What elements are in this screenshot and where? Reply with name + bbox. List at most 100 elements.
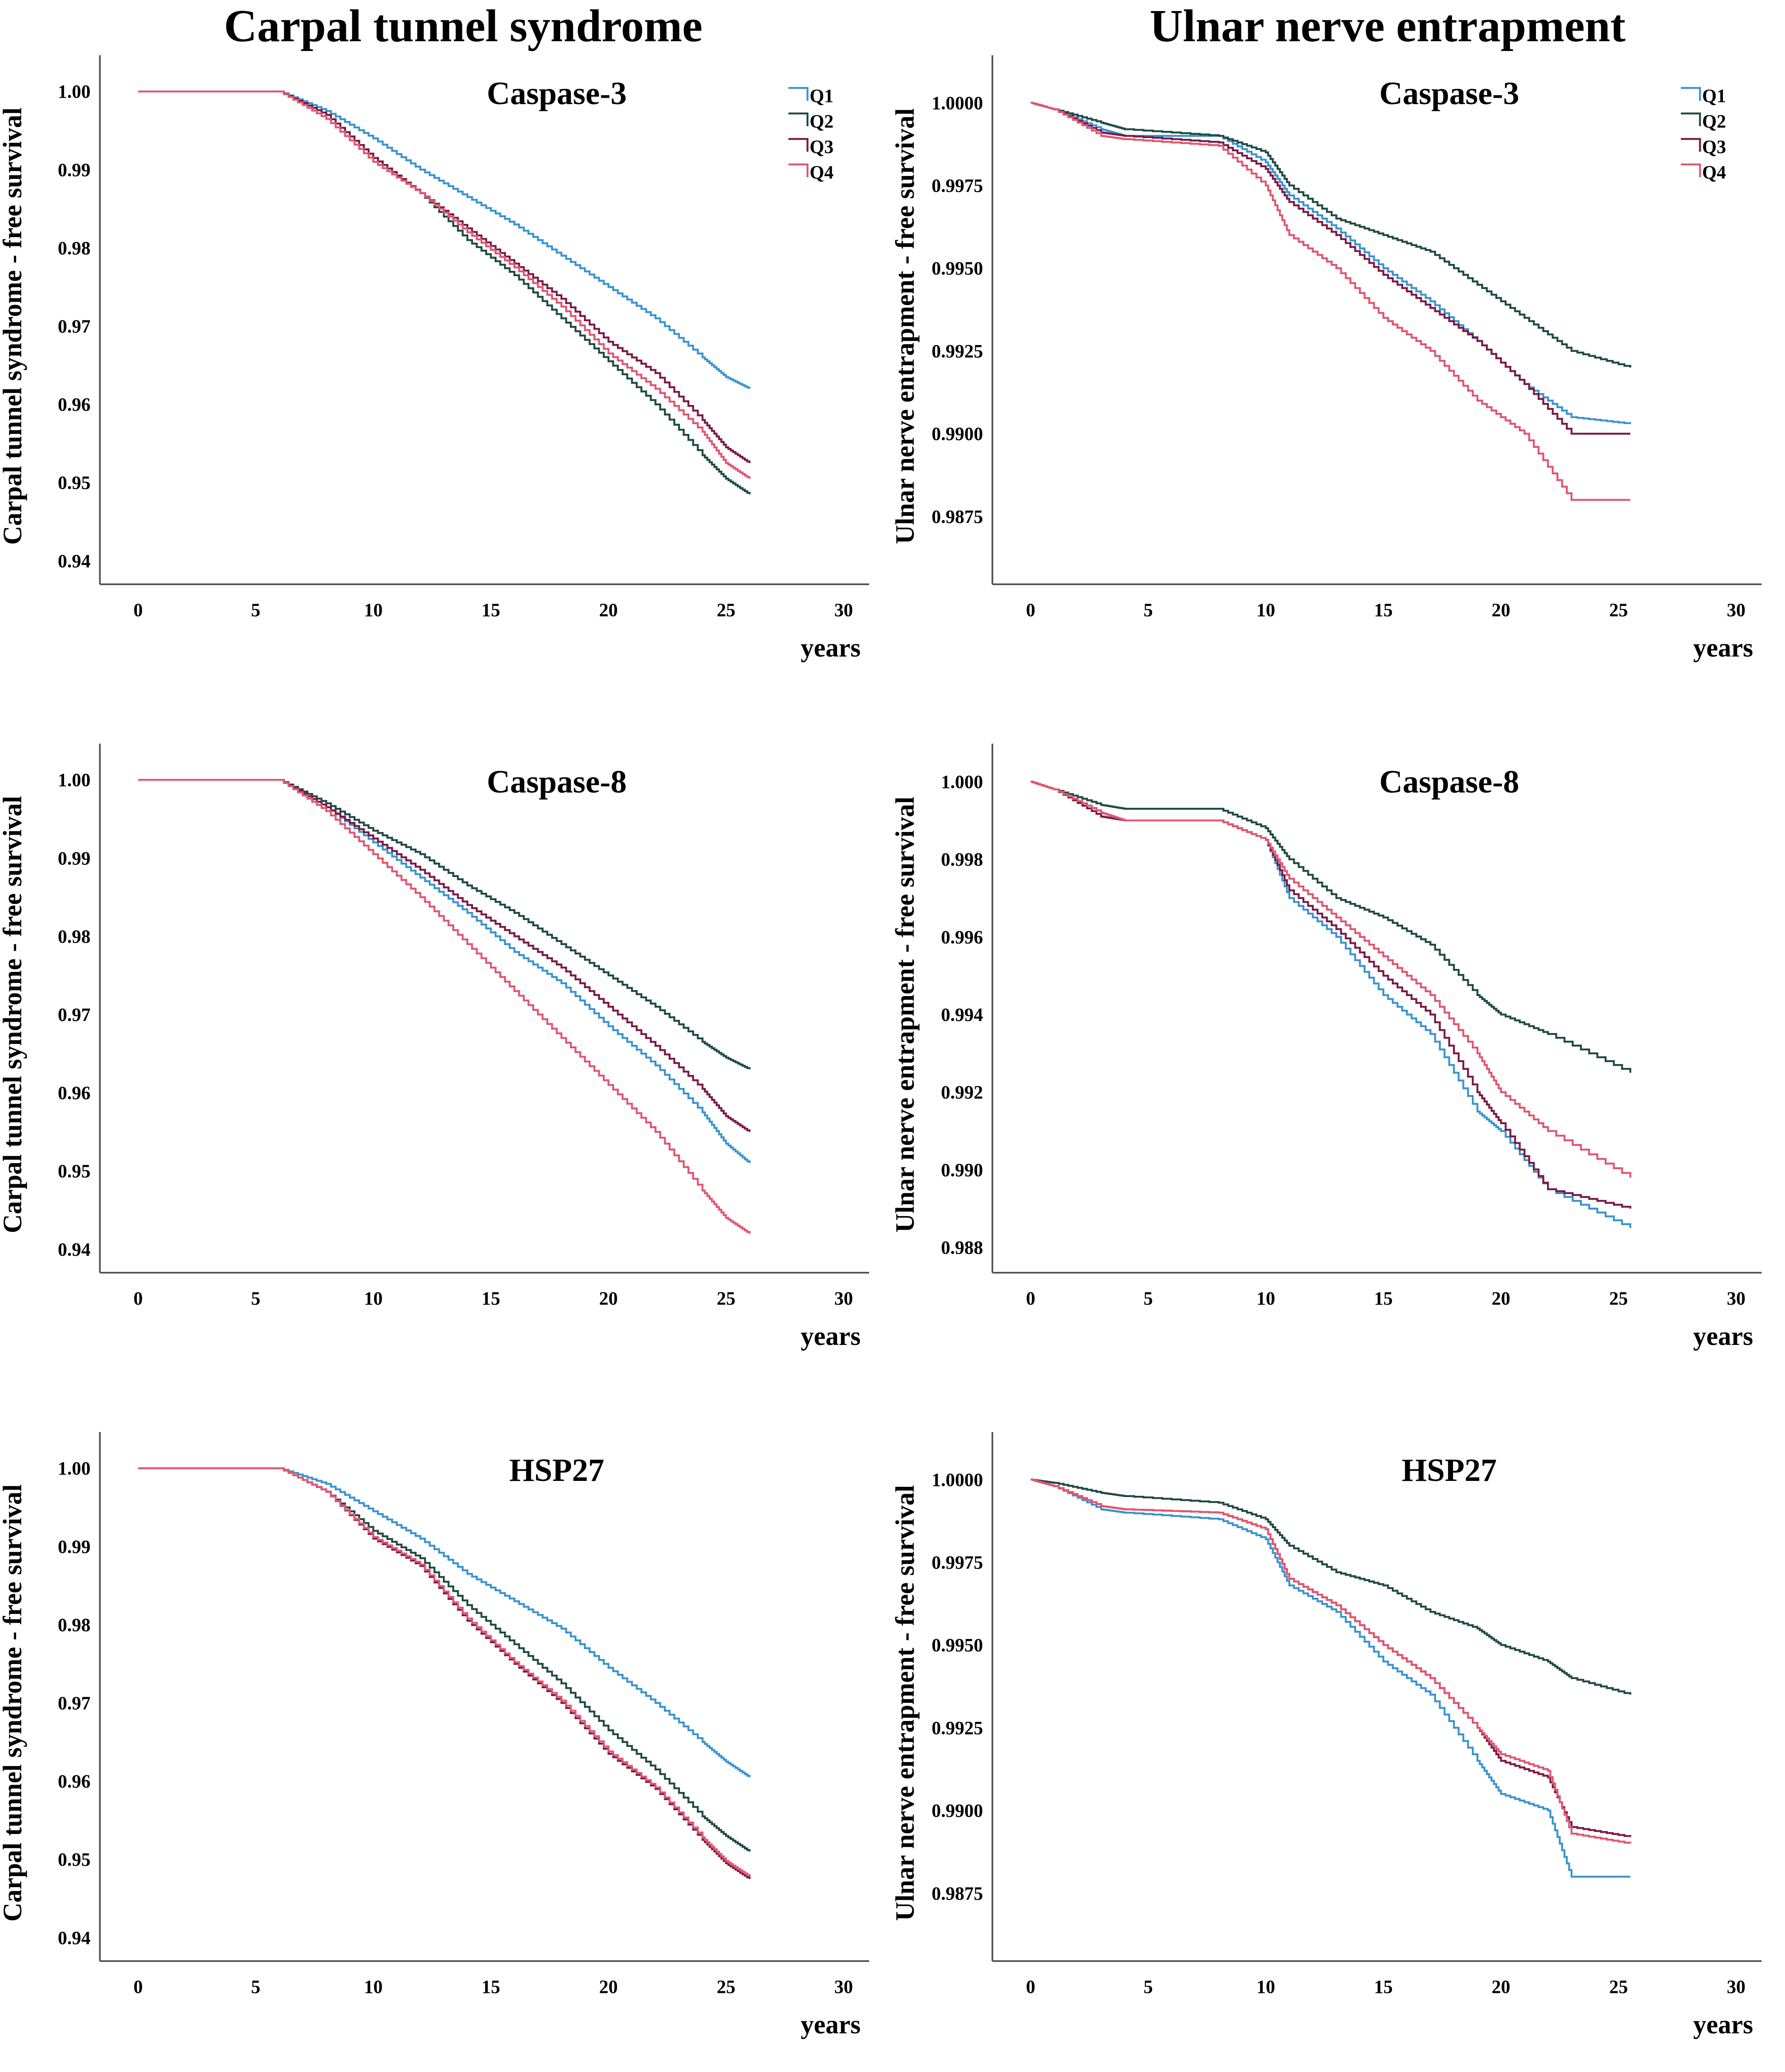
y-tick-label: 0.99 (58, 848, 91, 869)
y-tick-label: 0.97 (58, 1005, 91, 1025)
legend-label: Q1 (810, 85, 833, 106)
x-tick-label: 30 (834, 1288, 853, 1309)
series-line-q4 (138, 1467, 751, 1877)
y-axis-label: Carpal tunnel syndrome - free survival (0, 108, 27, 545)
x-tick-label: 30 (1727, 1976, 1745, 1997)
legend-label: Q1 (1702, 85, 1726, 106)
series-line-q1 (138, 1467, 751, 1778)
panel-carpal-caspase3: 0 5 10 15 20 25 30 1.00 0.99 0.98 0.97 0.96 0.95 0.94… (0, 55, 869, 662)
x-tick-label: 0 (1026, 1976, 1035, 1997)
legend-item-q3: Q3 (1681, 136, 1726, 157)
y-axis-label: Carpal tunnel syndrome - free survival (0, 796, 27, 1233)
x-tick-label: 10 (1256, 1976, 1275, 1997)
legend-label: Q3 (1702, 136, 1726, 157)
y-tick-label: 0.9925 (932, 1718, 983, 1738)
legend-label: Q4 (810, 162, 833, 183)
y-tick-label: 1.0000 (932, 93, 983, 113)
x-tick-label: 15 (482, 1976, 500, 1997)
legend-swatch (788, 87, 809, 101)
y-tick-label: 0.94 (58, 551, 91, 572)
panel-carpal-caspase8: 0 5 10 15 20 25 30 1.00 0.99 0.98 0.97 0.96 0.95 0.94… (0, 744, 869, 1351)
series-line-q2 (138, 90, 751, 495)
y-tick-label: 1.0000 (932, 1469, 983, 1490)
x-tick-label: 0 (133, 1976, 143, 1997)
x-tick-label: 20 (1492, 600, 1510, 620)
x-tick-label: 10 (364, 1288, 382, 1309)
series-line-q4 (138, 778, 751, 1234)
x-tick-label: 25 (1609, 1288, 1628, 1309)
y-tick-label: 0.990 (941, 1160, 983, 1180)
x-tick-label: 25 (717, 1288, 735, 1309)
x-tick-label: 5 (251, 1976, 261, 1997)
series-line-q3 (138, 90, 751, 463)
x-tick-label: 10 (1256, 1288, 1275, 1309)
legend-item-q3: Q3 (788, 136, 833, 157)
y-tick-label: 1.00 (58, 770, 91, 790)
y-tick-label: 0.9925 (932, 341, 983, 362)
y-axis-label: Ulnar nerve entrapment - free survival (891, 1485, 920, 1921)
series-line-q2 (1031, 781, 1632, 1073)
y-tick-label: 0.992 (941, 1082, 983, 1103)
x-tick-label: 0 (133, 600, 143, 620)
y-tick-label: 0.98 (58, 238, 91, 258)
x-tick-label: 5 (1144, 600, 1153, 620)
legend-label: Q2 (1702, 111, 1726, 132)
y-tick-label: 0.9900 (932, 1800, 983, 1821)
legend-swatch (1681, 163, 1701, 177)
x-tick-label: 20 (599, 1976, 618, 1997)
y-tick-label: 0.95 (58, 1161, 91, 1182)
series-line-q1 (1031, 1478, 1630, 1878)
y-tick-label: 0.97 (58, 1693, 91, 1714)
y-tick-label: 0.9975 (932, 175, 983, 196)
series-line-q1 (1031, 781, 1632, 1228)
series-line-q1 (1031, 102, 1632, 424)
x-tick-label: 25 (1609, 600, 1628, 620)
legend-label: Q4 (1702, 162, 1726, 183)
legend-swatch (1681, 138, 1701, 152)
y-tick-label: 1.00 (58, 81, 91, 102)
legend-item-q1: Q1 (1681, 85, 1726, 106)
series-line-q4 (1031, 781, 1632, 1178)
legend-swatch (788, 112, 809, 126)
x-tick-label: 20 (599, 1288, 618, 1309)
y-tick-label: 0.99 (58, 1536, 91, 1557)
y-tick-label: 0.94 (58, 1239, 91, 1260)
x-tick-label: 20 (599, 600, 618, 620)
y-tick-label: 0.96 (58, 1083, 91, 1104)
x-tick-label: 25 (717, 600, 735, 620)
series-line-q2 (138, 778, 751, 1070)
y-tick-label: 0.988 (941, 1237, 983, 1258)
y-tick-label: 0.97 (58, 316, 91, 337)
x-tick-label: 15 (1374, 1288, 1393, 1309)
y-tick-label: 1.00 (58, 1458, 91, 1479)
chart-title: Caspase-3 (487, 76, 626, 111)
y-tick-label: 0.9900 (932, 424, 983, 444)
series-line-q2 (1031, 102, 1632, 368)
series-line-q4 (1031, 102, 1630, 501)
x-tick-label: 5 (1144, 1288, 1153, 1309)
y-axis-label: Carpal tunnel syndrome - free survival (0, 1484, 27, 1922)
x-tick-label: 10 (364, 600, 382, 620)
legend-item-q2: Q2 (1681, 111, 1726, 132)
x-tick-label: 0 (133, 1288, 143, 1309)
series-line-q2 (138, 1467, 751, 1852)
chart-title: HSP27 (509, 1452, 604, 1488)
panel-ulnar-caspase8: 0 5 10 15 20 25 30 1.000 0.998 0.996 0.994 0.992 0.9… (891, 744, 1762, 1351)
y-tick-label: 0.9875 (932, 1883, 983, 1904)
legend-label: Q3 (810, 136, 833, 157)
y-tick-label: 0.98 (58, 926, 91, 947)
legend-swatch (788, 163, 809, 177)
legend-item-q4: Q4 (1681, 162, 1726, 183)
x-tick-label: 15 (482, 600, 500, 620)
y-tick-label: 0.96 (58, 1771, 91, 1792)
x-tick-label: 5 (251, 1288, 261, 1309)
x-tick-label: 5 (1144, 1976, 1153, 1997)
y-tick-label: 0.95 (58, 1849, 91, 1870)
series-line-q4 (1031, 1478, 1632, 1844)
x-tick-label: 20 (1492, 1288, 1510, 1309)
x-tick-label: 10 (1256, 600, 1275, 620)
x-tick-label: 30 (834, 1976, 853, 1997)
y-tick-label: 0.9875 (932, 506, 983, 527)
y-tick-label: 0.9950 (932, 258, 983, 279)
y-tick-label: 0.9975 (932, 1552, 983, 1573)
